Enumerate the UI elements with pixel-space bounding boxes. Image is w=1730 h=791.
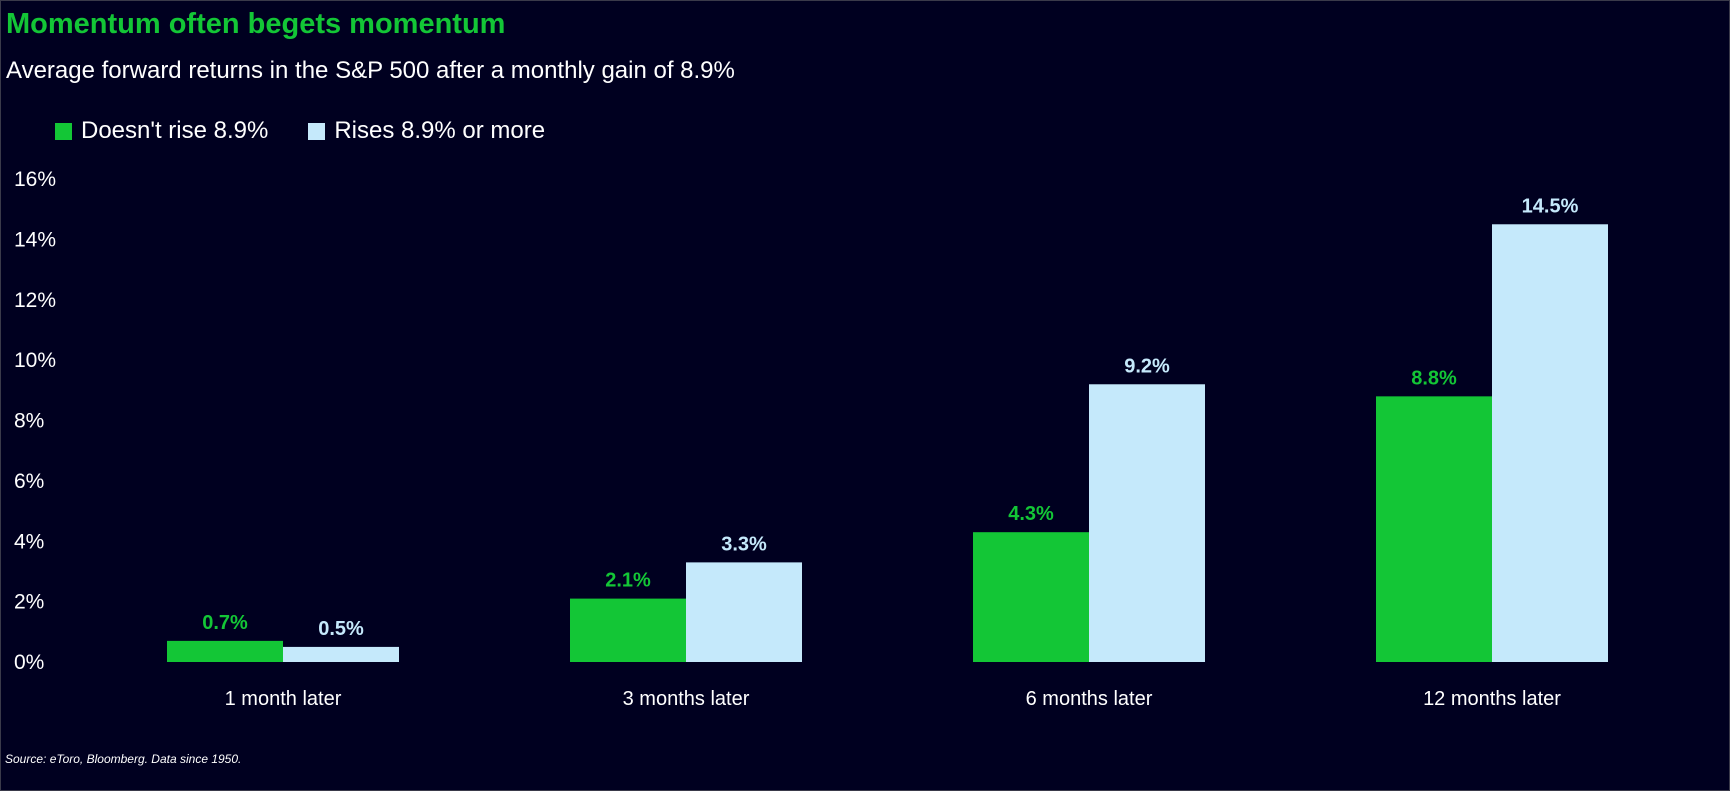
bar	[1376, 396, 1492, 662]
x-tick-label: 1 month later	[225, 688, 342, 710]
legend-label-doesnt-rise: Doesn't rise 8.9%	[81, 117, 269, 144]
y-tick-label: 4%	[14, 530, 44, 553]
y-tick-label: 12%	[14, 289, 56, 312]
data-label: 8.8%	[1411, 367, 1457, 389]
data-label: 2.1%	[605, 570, 651, 592]
bar	[283, 646, 399, 662]
y-tick-label: 8%	[14, 410, 44, 433]
source-note: Source: eToro, Bloomberg. Data since 195…	[5, 752, 242, 766]
y-tick-label: 14%	[14, 228, 56, 251]
bar	[1492, 224, 1608, 662]
data-label: 4.3%	[1008, 503, 1054, 525]
y-tick-label: 16%	[14, 168, 56, 191]
y-tick-label: 2%	[14, 591, 44, 614]
chart-title: Momentum often begets momentum	[6, 8, 506, 40]
data-label: 14.5%	[1522, 195, 1579, 217]
y-tick-label: 10%	[14, 349, 56, 372]
x-tick-label: 3 months later	[623, 688, 750, 710]
bar	[686, 562, 802, 662]
y-tick-label: 6%	[14, 470, 44, 493]
y-tick-label: 0%	[14, 651, 44, 674]
data-label: 0.5%	[318, 618, 364, 640]
legend-swatch-rises	[308, 122, 326, 140]
chart-subtitle: Average forward returns in the S&P 500 a…	[6, 57, 735, 84]
legend-swatch-doesnt-rise	[55, 122, 72, 140]
data-label: 0.7%	[202, 612, 248, 634]
legend-item-doesnt-rise: Doesn't rise 8.9%	[55, 117, 268, 145]
legend-label-rises: Rises 8.9% or more	[334, 117, 546, 144]
bar	[973, 532, 1089, 662]
legend-item-rises: Rises 8.9% or more	[308, 117, 545, 145]
data-label: 9.2%	[1124, 355, 1170, 377]
data-label: 3.3%	[721, 533, 767, 555]
x-tick-label: 6 months later	[1026, 688, 1153, 710]
bar	[570, 598, 686, 662]
bar	[167, 640, 283, 662]
x-tick-label: 12 months later	[1423, 688, 1561, 710]
bar	[1089, 384, 1205, 662]
legend: Doesn't rise 8.9% Rises 8.9% or more	[55, 117, 585, 145]
